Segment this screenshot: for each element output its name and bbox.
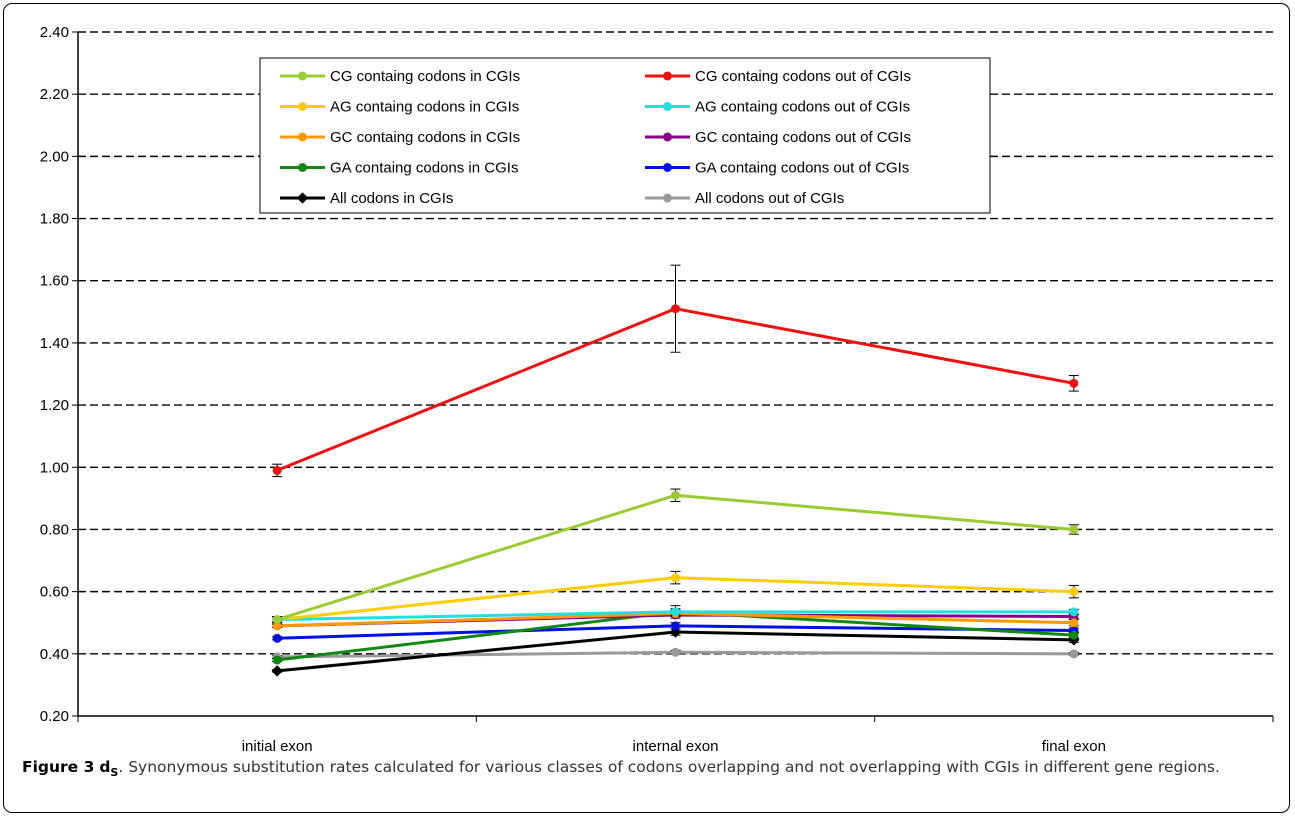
data-point [272,655,282,665]
figure-frame [3,3,1290,813]
data-point [272,615,282,625]
y-tick-label: 0.20 [40,708,69,725]
data-point [1069,378,1079,388]
data-point [1069,607,1079,617]
y-tick-label: 0.80 [40,521,69,538]
y-tick-label: 2.20 [40,86,69,103]
legend-label: All codons in CGIs [330,190,453,207]
legend-marker [298,132,307,142]
data-point [671,304,680,314]
legend-label: CG containg codons out of CGIs [695,68,911,85]
x-tick-label: final exon [1042,738,1106,755]
legend-marker [296,192,309,204]
y-tick-label: 1.00 [40,459,69,476]
legend-marker [663,193,672,203]
data-point [1069,524,1079,534]
y-tick-label: 0.60 [40,584,69,601]
data-point [272,621,282,631]
data-point [1069,618,1079,628]
caption-label: Figure 3 [22,758,95,776]
data-point [1069,630,1079,640]
legend-label: GC containg codons out of CGIs [695,129,911,146]
x-tick-label: internal exon [633,738,719,755]
data-point [671,621,680,631]
x-tick-label: initial exon [242,738,313,755]
line-chart: 0.20 0.40 0.60 0.80 1.00 1.20 1.40 1.60 1.80 2.00… [40,24,1274,755]
y-tick-label: 1.60 [40,273,69,290]
data-point [1069,587,1079,597]
data-point [272,465,282,475]
legend-marker [663,132,672,142]
y-tick-label: 2.00 [40,148,69,165]
legend-box [259,57,991,214]
legend-marker [663,102,672,111]
legend-label: GA containg codons in CGIs [330,160,518,177]
y-tick-label: 1.20 [40,397,69,414]
legend-marker [298,102,307,111]
legend-marker [663,163,672,172]
data-point [671,490,680,500]
data-point [271,665,283,677]
legend-label: AG containg codons out of CGIs [695,99,910,116]
data-point [671,573,680,583]
y-tick-label: 0.40 [40,646,69,663]
legend-label: GA containg codons out of CGIs [695,160,909,177]
legend-label: AG containg codons in CGIs [330,99,519,116]
y-tick-label: 2.40 [40,24,69,41]
legend-marker [298,163,307,172]
y-tick-label: 1.40 [40,335,69,352]
legend-label: GC containg codons in CGIs [330,129,520,146]
legend-marker [298,71,307,81]
data-point [1069,649,1079,659]
legend-marker [663,71,672,81]
legend-label: All codons out of CGIs [695,190,844,207]
y-tick-label: 1.80 [40,211,69,228]
data-point [272,633,282,643]
series-line [276,493,1074,622]
legend-label: CG containg codons in CGIs [330,68,520,85]
figure-caption: Figure 3 dS. Synonymous substitution rat… [22,756,1280,784]
data-point [671,647,680,657]
caption-symbol: dS [99,758,119,780]
caption-text: . Synonymous substitution rates calculat… [118,758,1220,776]
data-point [671,607,680,617]
